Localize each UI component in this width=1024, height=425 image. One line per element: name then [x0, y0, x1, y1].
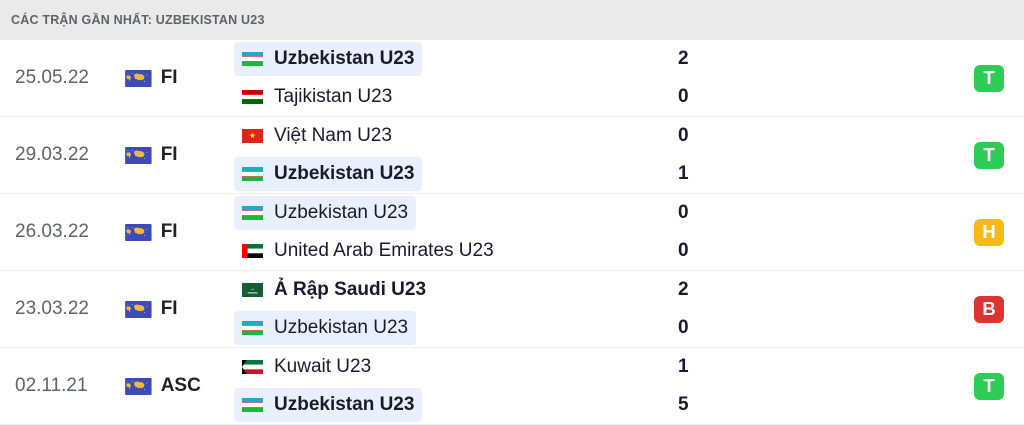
svg-text:الله: الله — [251, 288, 254, 291]
